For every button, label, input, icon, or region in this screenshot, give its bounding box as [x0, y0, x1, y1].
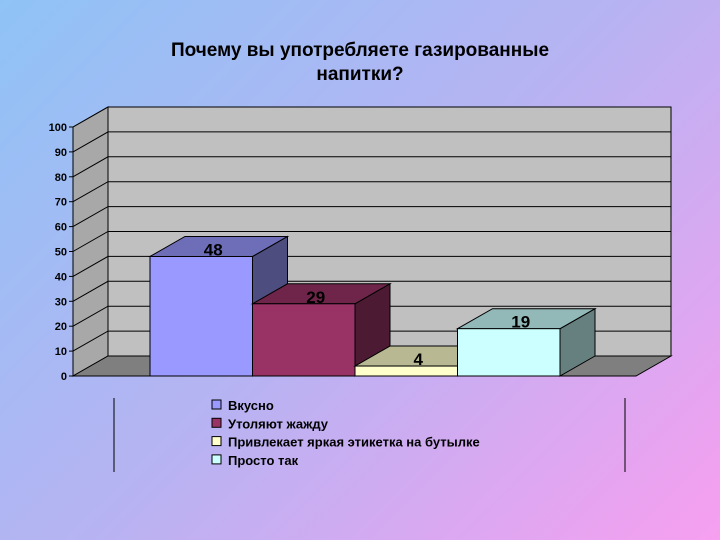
legend-entry: Вкусно — [228, 398, 274, 413]
y-tick-label: 10 — [55, 346, 67, 358]
gridline — [72, 305, 671, 327]
data-label: 19 — [511, 313, 530, 332]
gridline — [72, 231, 671, 252]
y-tick-label: 30 — [55, 296, 67, 308]
y-tick-label: 20 — [55, 321, 67, 333]
gridline — [72, 255, 671, 277]
y-tick-label: 80 — [55, 172, 67, 184]
legend-entry: Просто так — [228, 453, 299, 468]
y-tick-label: 100 — [49, 122, 67, 134]
legend-swatch — [211, 454, 222, 465]
y-tick-label: 40 — [55, 271, 67, 283]
bar — [455, 307, 597, 377]
bar-front — [457, 328, 561, 377]
legend-entry: Утоляют жажду — [228, 416, 329, 431]
y-tick-label: 60 — [55, 222, 67, 234]
chart-title-line-1: Почему вы употребляете газированные — [171, 40, 549, 61]
bar-front — [354, 365, 458, 377]
legend: Вкусно Утоляют жажду Привлекает яркая этик… — [113, 398, 626, 472]
y-tick-label: 90 — [55, 147, 67, 159]
data-label: 4 — [414, 350, 424, 369]
bar-front — [252, 303, 356, 377]
data-label: 29 — [306, 288, 325, 307]
y-axis-tick-labels: 0 10 20 30 40 50 60 70 80 90 100 — [49, 122, 74, 383]
bars — [148, 235, 597, 377]
legend-swatch — [211, 417, 222, 428]
gridline — [72, 280, 671, 302]
y-tick-label: 0 — [61, 371, 67, 383]
y-tick-label: 70 — [55, 197, 67, 209]
chart-title-line-2: напитки? — [316, 64, 403, 85]
gridline — [72, 181, 671, 203]
gridline — [72, 206, 671, 228]
bar-front — [149, 255, 253, 377]
legend-swatch — [211, 399, 222, 410]
y-tick-label: 50 — [55, 247, 67, 259]
data-labels: 48 29 4 19 — [204, 240, 530, 369]
legend-entry: Привлекает яркая этикетка на бутылке — [228, 435, 480, 450]
legend-swatch — [211, 436, 222, 447]
data-label: 48 — [204, 240, 223, 259]
gridline — [72, 131, 671, 153]
gridline — [72, 106, 671, 128]
gridline — [72, 156, 671, 178]
